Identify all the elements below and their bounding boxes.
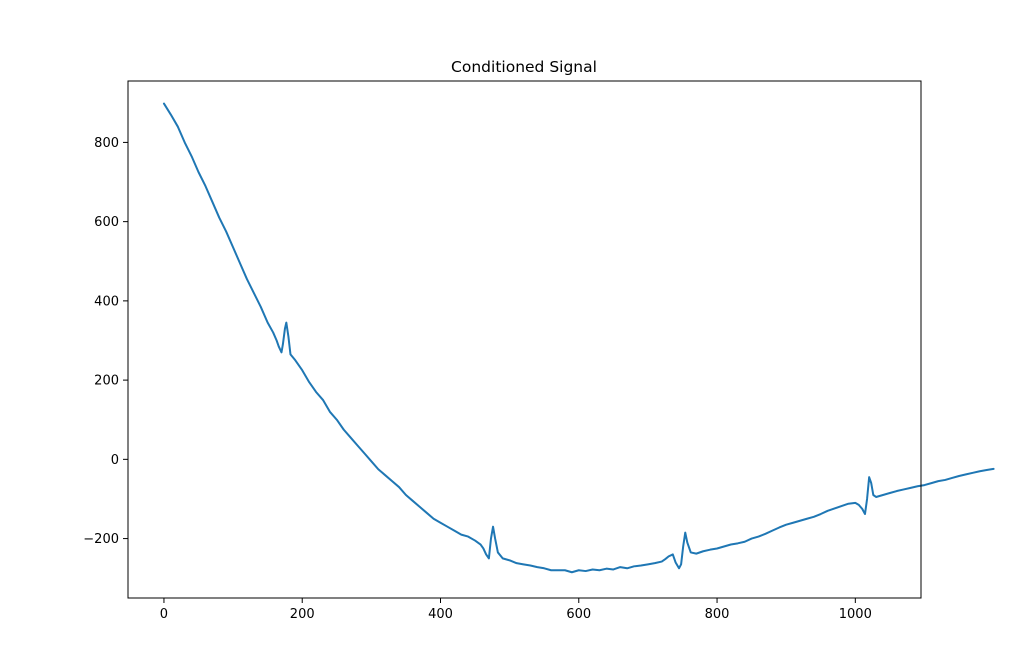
y-tick-label: 0 (111, 453, 119, 468)
chart-title: Conditioned Signal (451, 58, 597, 76)
y-tick-label: 800 (94, 136, 119, 151)
y-tick-label: 400 (94, 294, 119, 309)
x-tick-label: 600 (566, 607, 591, 622)
x-tick-label: 1000 (839, 607, 872, 622)
x-tick-label: 200 (290, 607, 315, 622)
x-tick-label: 400 (428, 607, 453, 622)
y-tick-label: −200 (83, 532, 119, 547)
series-line-0 (164, 104, 994, 573)
x-axis: 0 200 400 600 800 1000 (160, 598, 872, 622)
x-tick-label: 0 (160, 607, 168, 622)
y-axis: −200 0 200 400 600 800 (83, 136, 128, 547)
y-tick-label: 200 (94, 374, 119, 389)
x-tick-label: 800 (705, 607, 730, 622)
y-tick-label: 600 (94, 215, 119, 230)
series-layer (164, 104, 994, 573)
